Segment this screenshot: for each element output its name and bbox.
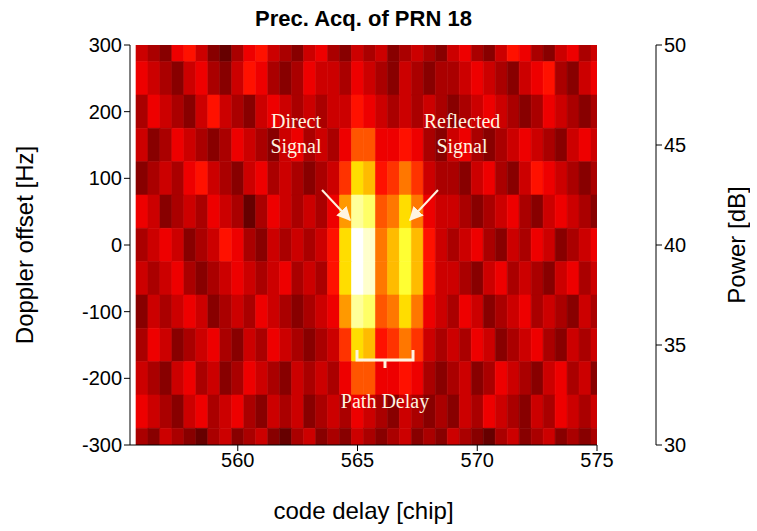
svg-text:ReflectedSignal: ReflectedSignal <box>424 110 501 158</box>
svg-text:100: 100 <box>89 167 122 189</box>
svg-text:570: 570 <box>461 449 494 471</box>
svg-text:565: 565 <box>341 449 374 471</box>
html-text:Prec. Acq. of PRN 18: Prec. Acq. of PRN 18 <box>255 6 472 31</box>
svg-text:200: 200 <box>89 101 122 123</box>
svg-text:300: 300 <box>89 34 122 56</box>
svg-text:30: 30 <box>664 434 686 456</box>
svg-text:575: 575 <box>580 449 613 471</box>
svg-text:Power [dB]: Power [dB] <box>723 186 750 303</box>
svg-text:Doppler offset [Hz]: Doppler offset [Hz] <box>11 146 38 344</box>
svg-text:-200: -200 <box>82 367 122 389</box>
svg-text:-300: -300 <box>82 434 122 456</box>
svg-text:code delay [chip]: code delay [chip] <box>273 497 453 524</box>
svg-text:0: 0 <box>111 234 122 256</box>
svg-text:Path Delay: Path Delay <box>341 390 429 413</box>
svg-text:45: 45 <box>664 134 686 156</box>
svg-text:-100: -100 <box>82 301 122 323</box>
svg-text:50: 50 <box>664 34 686 56</box>
svg-text:DirectSignal: DirectSignal <box>270 110 322 158</box>
svg-text:40: 40 <box>664 234 686 256</box>
svg-text:35: 35 <box>664 334 686 356</box>
svg-text:560: 560 <box>221 449 254 471</box>
